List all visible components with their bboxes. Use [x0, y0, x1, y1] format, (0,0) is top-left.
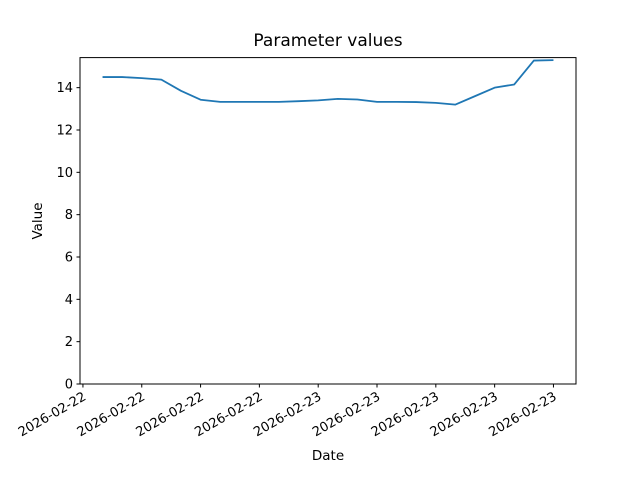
- y-tick-label: 6: [65, 250, 73, 265]
- y-tick-label: 14: [56, 81, 73, 96]
- y-tick-label: 2: [65, 335, 73, 350]
- y-tick-label: 10: [56, 166, 73, 181]
- y-tick-label: 4: [65, 293, 73, 308]
- plot-border: [79, 57, 577, 385]
- chart-title: Parameter values: [253, 31, 403, 51]
- x-axis-label: Date: [311, 448, 345, 464]
- y-tick-label: 8: [65, 208, 73, 223]
- y-axis-label: Value: [30, 202, 46, 240]
- data-line: [102, 59, 554, 106]
- y-tick-label: 12: [56, 123, 73, 138]
- y-tick-label: 0: [65, 378, 73, 393]
